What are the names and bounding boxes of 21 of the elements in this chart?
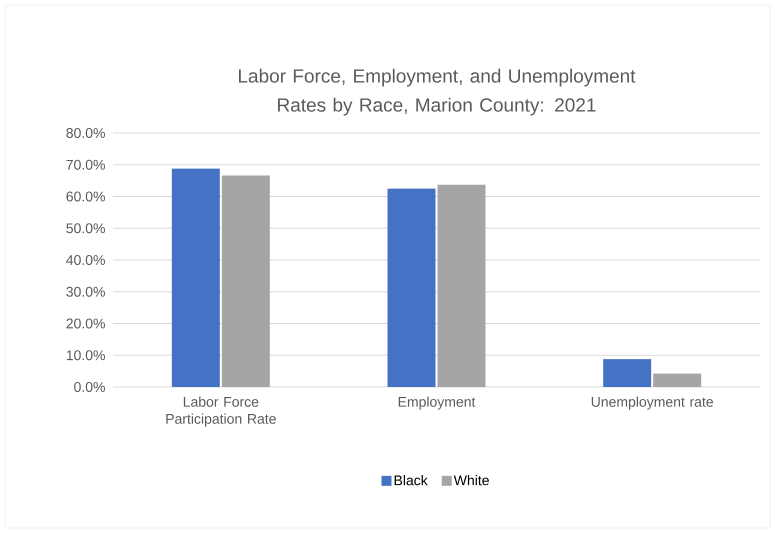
y-tick-label: 0.0%: [74, 382, 105, 392]
y-tick-label: 80.0%: [66, 128, 105, 138]
x-tick-label: Labor Force Participation Rate: [166, 396, 276, 427]
y-tick-label: 40.0%: [66, 255, 105, 265]
legend-label: Black: [394, 475, 428, 486]
y-tick-label: 30.0%: [66, 286, 105, 297]
bar: [438, 184, 486, 387]
x-tick-label: Employment: [398, 396, 476, 410]
y-tick-label: 50.0%: [66, 223, 105, 234]
legend-label: White: [454, 475, 489, 486]
bar: [603, 359, 652, 387]
y-tick-label: 70.0%: [66, 160, 105, 170]
x-tick-label: Unemployment rate: [592, 396, 714, 410]
chart-title: Labor Force, Employment, and Unemployment Rates by Race, Marion County: 2021: [238, 68, 636, 116]
bar: [172, 168, 220, 387]
y-tick-label: 60.0%: [66, 192, 105, 202]
bar: [388, 188, 436, 387]
y-tick-label: 20.0%: [66, 318, 105, 328]
bar: [222, 176, 270, 387]
bar: [653, 374, 702, 387]
y-tick-label: 10.0%: [66, 350, 105, 360]
